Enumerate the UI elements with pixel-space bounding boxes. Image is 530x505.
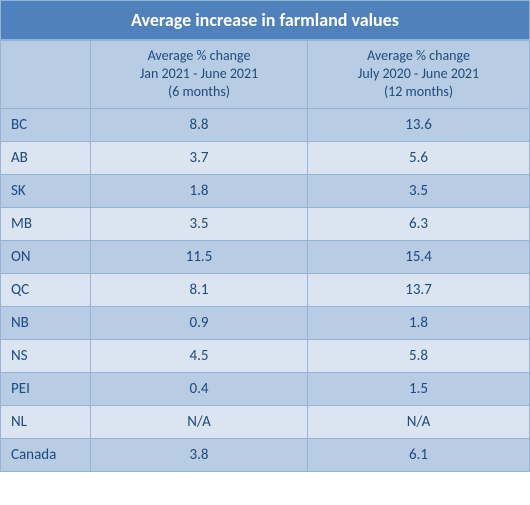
row-label: Canada — [1, 438, 91, 471]
cell-12month: 5.6 — [308, 141, 530, 174]
cell-6month: 11.5 — [91, 240, 308, 273]
cell-12month: 5.8 — [308, 339, 530, 372]
table-header-row: Average % change Jan 2021 - June 2021 (6… — [1, 41, 530, 109]
row-label: NB — [1, 306, 91, 339]
col-header-12month-l2: July 2020 - June 2021 — [312, 65, 525, 83]
row-label: NS — [1, 339, 91, 372]
cell-12month: 1.5 — [308, 372, 530, 405]
table-row: MB3.56.3 — [1, 207, 530, 240]
cell-6month: 3.8 — [91, 438, 308, 471]
cell-12month: 6.3 — [308, 207, 530, 240]
table-row: NLN/AN/A — [1, 405, 530, 438]
cell-12month: 1.8 — [308, 306, 530, 339]
row-label: PEI — [1, 372, 91, 405]
farmland-table: Average % change Jan 2021 - June 2021 (6… — [0, 40, 530, 472]
cell-12month: 15.4 — [308, 240, 530, 273]
row-label: AB — [1, 141, 91, 174]
cell-12month: 3.5 — [308, 174, 530, 207]
table-body: BC8.813.6AB3.75.6SK1.83.5MB3.56.3ON11.51… — [1, 108, 530, 471]
col-header-6month-l1: Average % change — [95, 47, 303, 65]
cell-6month: 8.1 — [91, 273, 308, 306]
col-header-region — [1, 41, 91, 109]
cell-6month: 4.5 — [91, 339, 308, 372]
row-label: SK — [1, 174, 91, 207]
cell-12month: 13.6 — [308, 108, 530, 141]
table-row: SK1.83.5 — [1, 174, 530, 207]
cell-12month: 6.1 — [308, 438, 530, 471]
col-header-12month-l1: Average % change — [312, 47, 525, 65]
table-row: Canada3.86.1 — [1, 438, 530, 471]
cell-12month: N/A — [308, 405, 530, 438]
col-header-6month-l3: (6 months) — [95, 83, 303, 101]
cell-12month: 13.7 — [308, 273, 530, 306]
row-label: MB — [1, 207, 91, 240]
table-row: PEI0.41.5 — [1, 372, 530, 405]
row-label: NL — [1, 405, 91, 438]
farmland-table-container: Average increase in farmland values Aver… — [0, 0, 530, 472]
cell-6month: 8.8 — [91, 108, 308, 141]
row-label: QC — [1, 273, 91, 306]
table-row: NS4.55.8 — [1, 339, 530, 372]
table-title: Average increase in farmland values — [0, 0, 530, 40]
table-row: QC8.113.7 — [1, 273, 530, 306]
table-row: ON11.515.4 — [1, 240, 530, 273]
col-header-6month: Average % change Jan 2021 - June 2021 (6… — [91, 41, 308, 109]
col-header-6month-l2: Jan 2021 - June 2021 — [95, 65, 303, 83]
cell-6month: 1.8 — [91, 174, 308, 207]
row-label: BC — [1, 108, 91, 141]
col-header-12month-l3: (12 months) — [312, 83, 525, 101]
table-row: AB3.75.6 — [1, 141, 530, 174]
table-row: NB0.91.8 — [1, 306, 530, 339]
cell-6month: 0.9 — [91, 306, 308, 339]
row-label: ON — [1, 240, 91, 273]
cell-6month: N/A — [91, 405, 308, 438]
cell-6month: 3.5 — [91, 207, 308, 240]
table-row: BC8.813.6 — [1, 108, 530, 141]
col-header-12month: Average % change July 2020 - June 2021 (… — [308, 41, 530, 109]
cell-6month: 3.7 — [91, 141, 308, 174]
cell-6month: 0.4 — [91, 372, 308, 405]
